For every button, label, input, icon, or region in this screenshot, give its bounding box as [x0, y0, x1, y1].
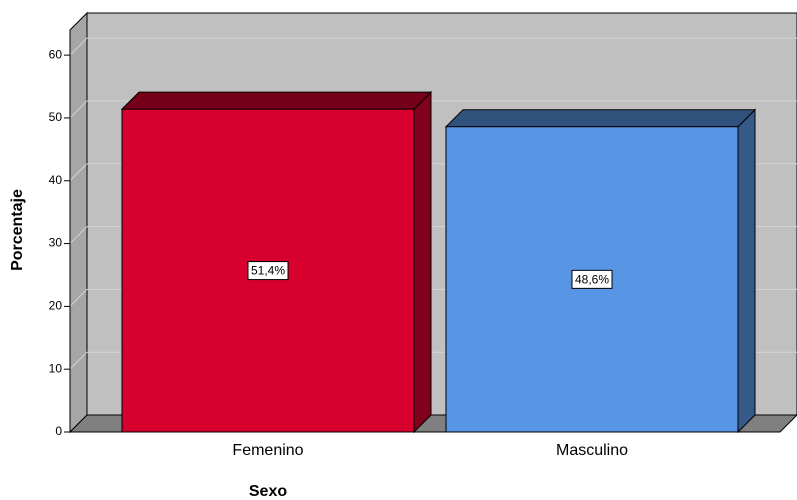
bar-side: [737, 108, 756, 434]
grid-line: [69, 351, 88, 370]
grid-line: [69, 289, 88, 307]
value-label-text: 51,4%: [251, 264, 285, 278]
x-tick-label: Femenino: [232, 442, 303, 459]
x-axis-label: Sexo: [249, 483, 287, 500]
grid-line: [69, 100, 88, 119]
y-tick-label: 60: [49, 47, 63, 61]
grid-line: [69, 37, 88, 56]
value-label-box: [571, 269, 613, 289]
grid-line: [69, 163, 88, 182]
value-label-box: [247, 261, 289, 281]
y-tick-label: 50: [49, 110, 63, 124]
y-axis-label: Porcentaje: [9, 189, 26, 271]
y-tick-label: 40: [49, 173, 63, 187]
y-tick-label: 0: [55, 424, 62, 438]
y-tick-label: 10: [49, 361, 63, 375]
bar-top: [120, 91, 433, 110]
value-label: 51,4%: [247, 261, 289, 281]
y-tick-label: 30: [49, 236, 63, 250]
value-label: 48,6%: [571, 269, 613, 289]
bar-top: [444, 109, 757, 128]
bar-side: [413, 90, 432, 434]
grid-line: [69, 226, 88, 244]
x-tick-label: Masculino: [556, 442, 628, 459]
value-label-text: 48,6%: [575, 273, 609, 287]
left-wall: [69, 11, 88, 434]
y-tick-label: 20: [49, 299, 63, 313]
